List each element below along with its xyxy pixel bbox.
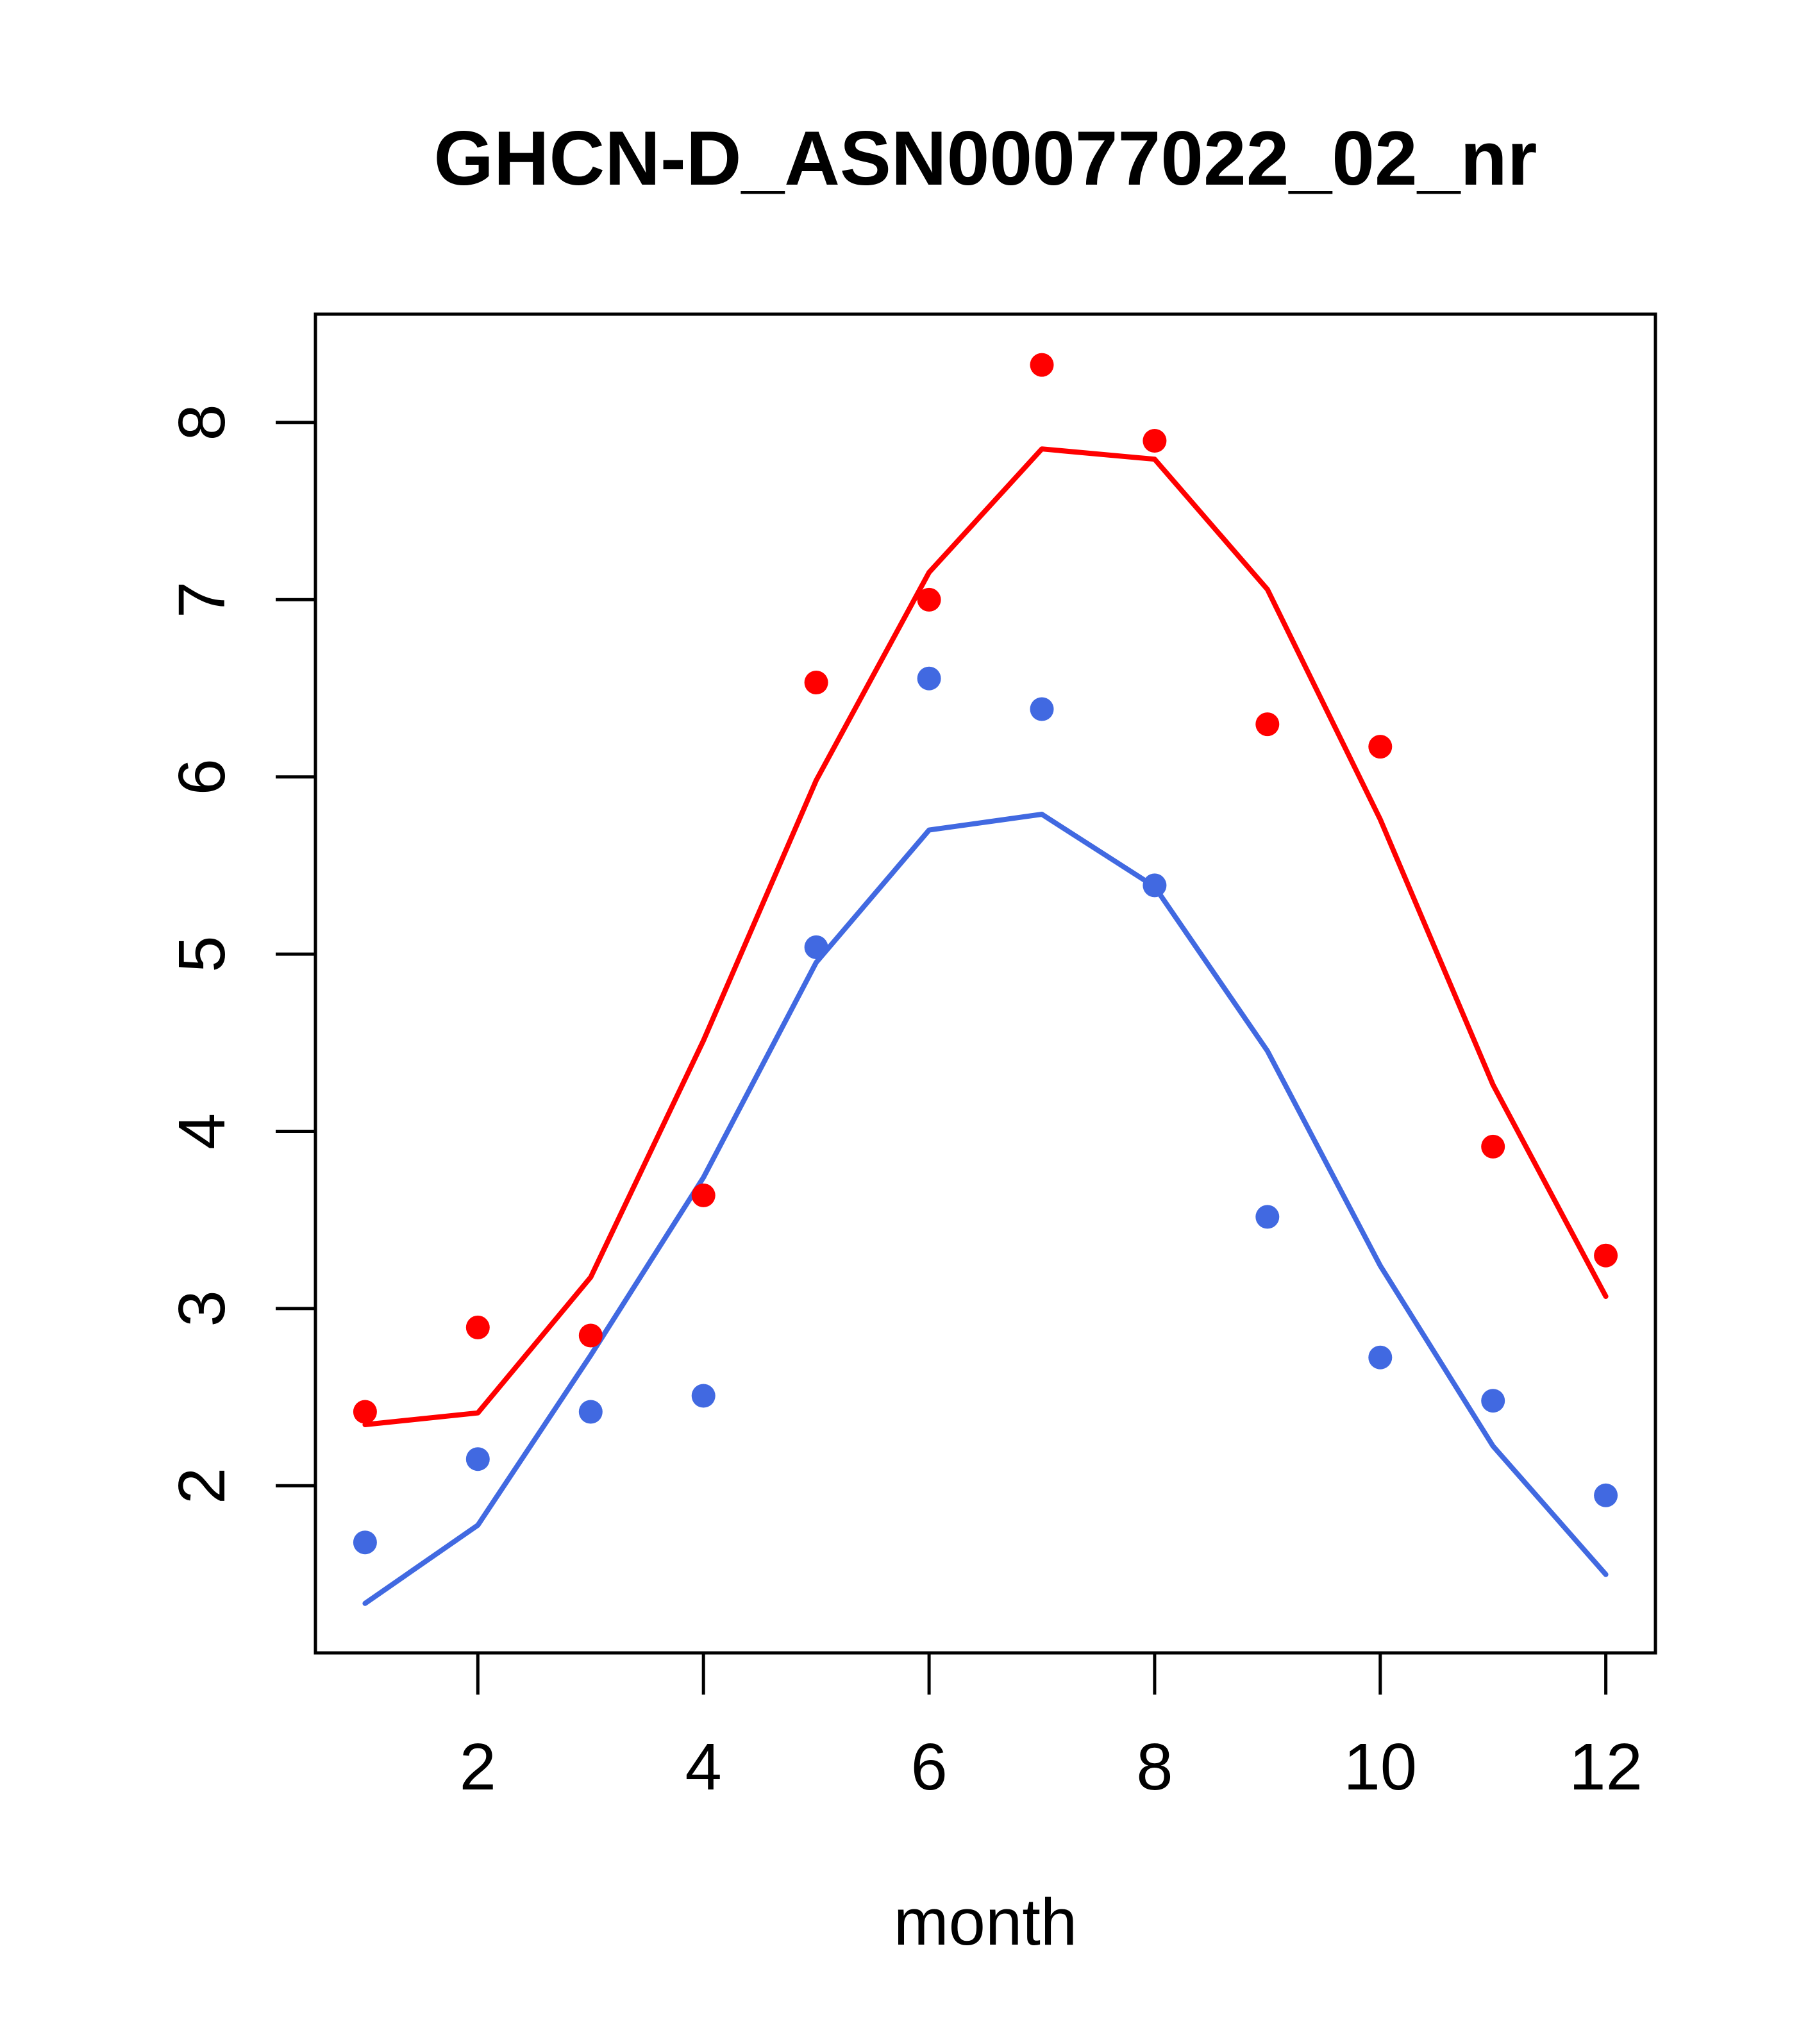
svg-text:2: 2 [460, 1730, 496, 1804]
svg-text:6: 6 [165, 758, 239, 795]
svg-text:3: 3 [165, 1290, 239, 1327]
svg-text:5: 5 [165, 935, 239, 972]
svg-text:month: month [894, 1885, 1077, 1959]
svg-text:GHCN-D_ASN00077022_02_nr: GHCN-D_ASN00077022_02_nr [434, 115, 1537, 201]
svg-text:12: 12 [1569, 1730, 1643, 1804]
svg-text:4: 4 [685, 1730, 722, 1804]
svg-text:8: 8 [1136, 1730, 1173, 1804]
svg-text:4: 4 [165, 1113, 239, 1150]
svg-text:7: 7 [165, 582, 239, 618]
svg-text:10: 10 [1344, 1730, 1418, 1804]
svg-text:6: 6 [910, 1730, 947, 1804]
svg-text:2: 2 [165, 1468, 239, 1504]
svg-text:8: 8 [165, 404, 239, 440]
